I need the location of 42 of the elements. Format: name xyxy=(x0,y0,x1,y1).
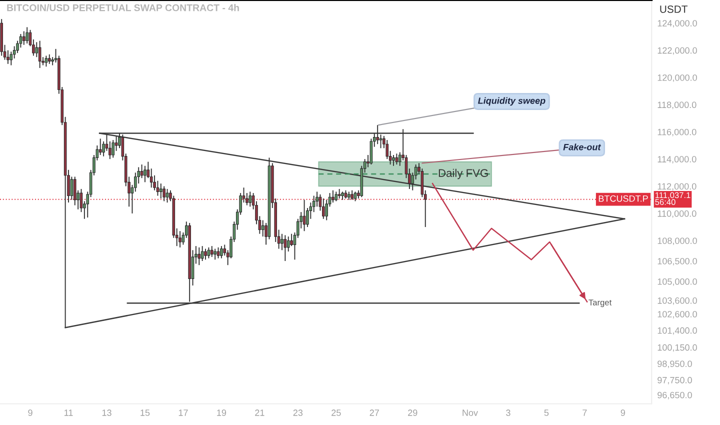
y-tick-label: 101,400.0 xyxy=(658,327,697,335)
x-tick-label: 9 xyxy=(620,410,626,416)
y-tick-label: 120,000.0 xyxy=(658,74,697,82)
x-tick-label: 27 xyxy=(370,410,379,416)
x-tick-label: 11 xyxy=(64,410,73,416)
x-tick-label: 17 xyxy=(178,410,188,416)
series-label: Daily FVG xyxy=(438,168,488,180)
y-tick-label: 100,150.0 xyxy=(658,344,697,352)
x-tick-label: 3 xyxy=(506,410,510,416)
x-tick-label: 25 xyxy=(332,410,341,416)
y-tick-label: 103,600.0 xyxy=(658,297,697,305)
y-tick-label: 106,500.0 xyxy=(658,258,697,266)
y-tick-label: 114,000.0 xyxy=(658,156,696,164)
x-tick-label: 29 xyxy=(408,410,418,416)
x-tick-label: 9 xyxy=(28,410,32,416)
y-axis-title: USDT xyxy=(660,6,688,13)
x-tick-label: 7 xyxy=(582,410,587,416)
x-tick-label: 15 xyxy=(140,410,150,416)
chart-title: BITCOIN/USD PERPETUAL SWAP CONTRACT - 4h xyxy=(7,4,239,12)
y-tick-label: 112,000.0 xyxy=(658,183,696,191)
y-tick-label: 110,000.0 xyxy=(658,210,696,218)
y-tick-label: 96,650.0 xyxy=(658,392,692,400)
y-tick-label: 98,950.0 xyxy=(658,360,692,368)
y-tick-label: 102,600.0 xyxy=(658,310,697,318)
y-tick-label: 124,000.0 xyxy=(658,20,697,28)
x-tick-label: Nov xyxy=(462,410,478,416)
x-tick-label: 19 xyxy=(217,410,226,416)
y-tick-label: 105,000.0 xyxy=(658,278,697,286)
annotation: Fake-out xyxy=(563,144,602,150)
annotation: Liquidity sweep xyxy=(478,97,546,106)
text: 111,037.1 56:40 xyxy=(655,192,690,205)
ref-line-label: BTCUSDT.P xyxy=(598,195,648,202)
x-tick-label: 23 xyxy=(293,410,303,416)
y-tick-label: 122,000.0 xyxy=(658,47,697,55)
x-tick-label: 13 xyxy=(102,410,112,416)
y-tick-label: 116,000.0 xyxy=(658,128,696,136)
annotation: Target xyxy=(588,300,612,308)
y-tick-label: 118,000.0 xyxy=(658,102,696,110)
y-tick-label: 97,750.0 xyxy=(658,376,692,384)
x-tick-label: 21 xyxy=(255,410,264,416)
x-tick-label: 5 xyxy=(544,410,549,416)
y-tick-label: 108,000.0 xyxy=(658,238,697,246)
